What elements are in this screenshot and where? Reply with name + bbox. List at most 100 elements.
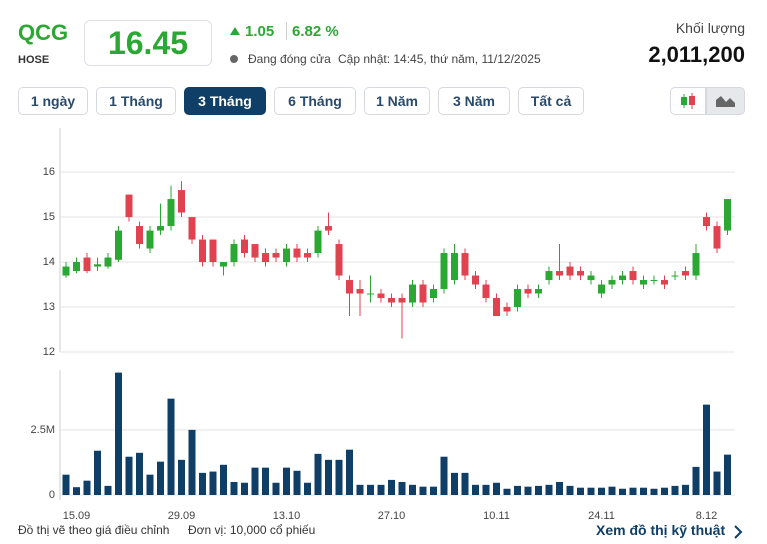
candle-body xyxy=(104,257,112,267)
x-tick-label: 8.12 xyxy=(696,510,717,522)
link-arrow[interactable] xyxy=(733,525,743,539)
candle-toggle[interactable] xyxy=(670,87,706,115)
candle-body xyxy=(178,190,185,213)
volume-bar xyxy=(461,472,469,495)
volume-bar xyxy=(157,461,164,495)
candle-body xyxy=(535,289,542,294)
volume-bar xyxy=(304,482,311,495)
range-button[interactable]: Tất cả xyxy=(518,87,584,115)
technical-link[interactable]: Xem đồ thị kỹ thuật xyxy=(596,522,726,538)
volume-bar xyxy=(262,467,269,495)
y-tick-label: 13 xyxy=(43,301,55,313)
unit-note: Đơn vị: 10,000 cổ phiếu xyxy=(188,523,316,537)
volume-bar xyxy=(671,485,679,495)
candle-body xyxy=(482,284,490,299)
candle-body xyxy=(650,280,658,282)
exchange: HOSE xyxy=(18,54,50,66)
volume-bar xyxy=(472,484,479,495)
candle-body xyxy=(682,271,689,276)
volume-bar xyxy=(62,474,70,495)
candle-body xyxy=(199,239,206,263)
candle-body xyxy=(325,226,332,231)
footnote: Đồ thị vẽ theo giá điều chỉnh xyxy=(18,523,170,537)
candle-body xyxy=(661,280,668,285)
volume-bar xyxy=(650,488,658,495)
volume-bar xyxy=(724,454,731,495)
candle-body xyxy=(461,253,469,276)
candle-body xyxy=(440,253,448,290)
candle-body xyxy=(146,230,154,249)
candle-body xyxy=(493,298,500,317)
candle-body xyxy=(713,226,721,249)
status-dot xyxy=(230,55,238,63)
candle-body xyxy=(62,266,70,276)
candle-body xyxy=(703,217,710,227)
y-tick-label: 12 xyxy=(43,346,55,358)
candle-body xyxy=(577,271,584,276)
candle-body xyxy=(230,244,238,263)
volume-bar xyxy=(587,487,595,495)
volume-bar xyxy=(314,453,322,495)
volume-bar xyxy=(125,456,133,495)
candle-body xyxy=(136,226,143,245)
range-button[interactable]: 3 Năm xyxy=(438,87,510,115)
volume-bar xyxy=(409,484,416,495)
x-tick-label: 27.10 xyxy=(378,510,406,522)
candle-body xyxy=(388,298,395,303)
volume-bar xyxy=(241,482,248,495)
volume-bar xyxy=(293,470,301,495)
candle-body xyxy=(83,257,91,272)
candle-body xyxy=(209,239,217,263)
area-toggle[interactable] xyxy=(706,87,745,115)
candle-body xyxy=(283,248,290,263)
volume-bar xyxy=(272,482,280,495)
volume-bar xyxy=(451,472,458,495)
divider xyxy=(286,22,287,40)
candle-body xyxy=(272,253,280,258)
volume-bar xyxy=(430,486,437,495)
x-tick-label: 24.11 xyxy=(588,510,615,522)
volume-bar xyxy=(388,479,395,495)
range-button[interactable]: 1 Tháng xyxy=(96,87,176,115)
candle-body xyxy=(430,289,437,299)
price: 16.45 xyxy=(84,20,212,66)
candle-body xyxy=(125,194,133,218)
volume-bar xyxy=(377,484,385,495)
candle-body xyxy=(157,226,164,231)
volume-bar xyxy=(703,404,710,495)
candle-body xyxy=(566,266,574,276)
change-percent: 6.82 % xyxy=(292,23,339,40)
status: Đang đóng cửa xyxy=(248,52,331,66)
ticker: QCG xyxy=(18,20,69,45)
volume-bar xyxy=(398,481,406,495)
candle-body xyxy=(241,239,248,254)
volume-bar xyxy=(608,486,616,495)
candle-body xyxy=(356,289,364,294)
volume-bar xyxy=(556,481,563,495)
range-button[interactable]: 1 Năm xyxy=(364,87,430,115)
range-button[interactable]: 1 ngày xyxy=(18,87,88,115)
candle-body xyxy=(524,289,532,294)
volume-bar xyxy=(598,487,605,495)
volume-bar xyxy=(251,467,259,495)
volume-bar xyxy=(524,486,532,495)
volume-bar xyxy=(115,372,122,495)
volume-bar xyxy=(209,471,217,495)
candle-body xyxy=(587,275,595,281)
volume-bar xyxy=(167,398,175,495)
range-button[interactable]: 3 Tháng xyxy=(184,87,266,115)
candle-body xyxy=(598,284,605,294)
candle-body xyxy=(94,264,101,267)
candle-body xyxy=(419,284,427,303)
range-button[interactable]: 6 Tháng xyxy=(274,87,356,115)
volume-bar xyxy=(188,429,196,495)
volume-bar xyxy=(104,485,112,495)
volume-bar xyxy=(419,486,427,495)
volume-bar xyxy=(230,481,238,495)
y-tick-label: 2.5M xyxy=(31,424,55,436)
y-tick-label: 16 xyxy=(43,166,55,178)
candle-body xyxy=(398,298,406,303)
volume-bar xyxy=(566,485,574,495)
volume-bar xyxy=(94,450,101,495)
